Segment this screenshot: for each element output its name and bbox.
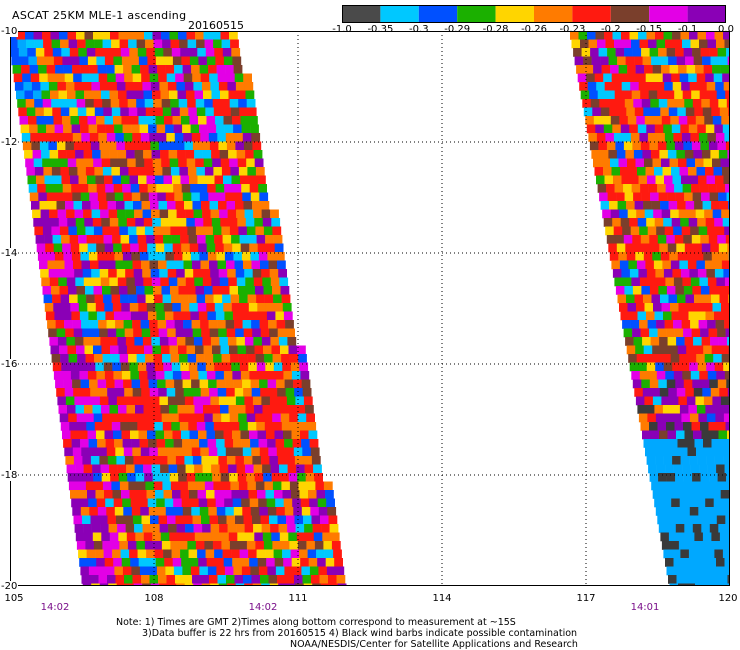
lon-tick-label: 108 [144, 593, 164, 604]
colorbar-segment [534, 5, 573, 23]
colorbar-segment [457, 5, 496, 23]
note-line-1: Note: 1) Times are GMT 2)Times along bot… [116, 617, 516, 628]
time-label: 14:02 [40, 602, 70, 613]
lat-tick-label: -20 [0, 581, 19, 592]
time-label: 14:01 [630, 602, 660, 613]
note-line-3: NOAA/NESDIS/Center for Satellite Applica… [290, 639, 578, 650]
colorbar-tick-label: -0.1 [677, 24, 698, 35]
note-line-2: 3)Data buffer is 22 hrs from 20160515 4)… [142, 628, 578, 639]
colorbar-segment [572, 5, 611, 23]
colorbar-tick-label: -0.28 [482, 24, 509, 35]
lon-tick-label: 117 [576, 593, 596, 604]
lat-tick-label: -14 [0, 248, 19, 259]
colorbar-tick-label: -0.26 [521, 24, 547, 35]
lon-tick-label: 111 [288, 593, 308, 604]
colorbar-segment [380, 5, 419, 23]
swath-map [10, 31, 730, 586]
lat-tick-label: -18 [0, 470, 19, 481]
colorbar-segment [610, 5, 650, 23]
colorbar-tick-label: -0.3 [409, 24, 429, 35]
colorbar-segment [495, 5, 534, 23]
lat-tick-label: -12 [0, 137, 19, 148]
colorbar-segment [649, 5, 688, 23]
lon-tick-label: 114 [432, 593, 452, 604]
swath-cells [10, 31, 730, 586]
lat-tick-label: -10 [0, 26, 19, 37]
colorbar-segment [342, 5, 381, 23]
colorbar-segment [418, 5, 458, 23]
colorbar-tick-label: -1.0 [332, 24, 352, 35]
lon-tick-label: 105 [4, 593, 24, 604]
colorbar-tick-label: -0.35 [367, 24, 394, 35]
time-label: 14:02 [248, 602, 278, 613]
lat-tick-label: -16 [0, 359, 19, 370]
chart-date: 20160515 [188, 19, 244, 32]
colorbar-tick-label: -0.15 [636, 24, 663, 35]
colorbar-segment [687, 5, 726, 23]
colorbar [342, 5, 726, 23]
lon-tick-label: 120 [718, 593, 738, 604]
colorbar-tick-label: -0.2 [601, 24, 621, 35]
colorbar-tick-label: -0.23 [559, 24, 586, 35]
colorbar-tick-label: -0.29 [444, 24, 471, 35]
chart-title: ASCAT 25KM MLE-1 ascending [12, 9, 187, 22]
colorbar-tick-label: 0.0 [718, 24, 734, 35]
